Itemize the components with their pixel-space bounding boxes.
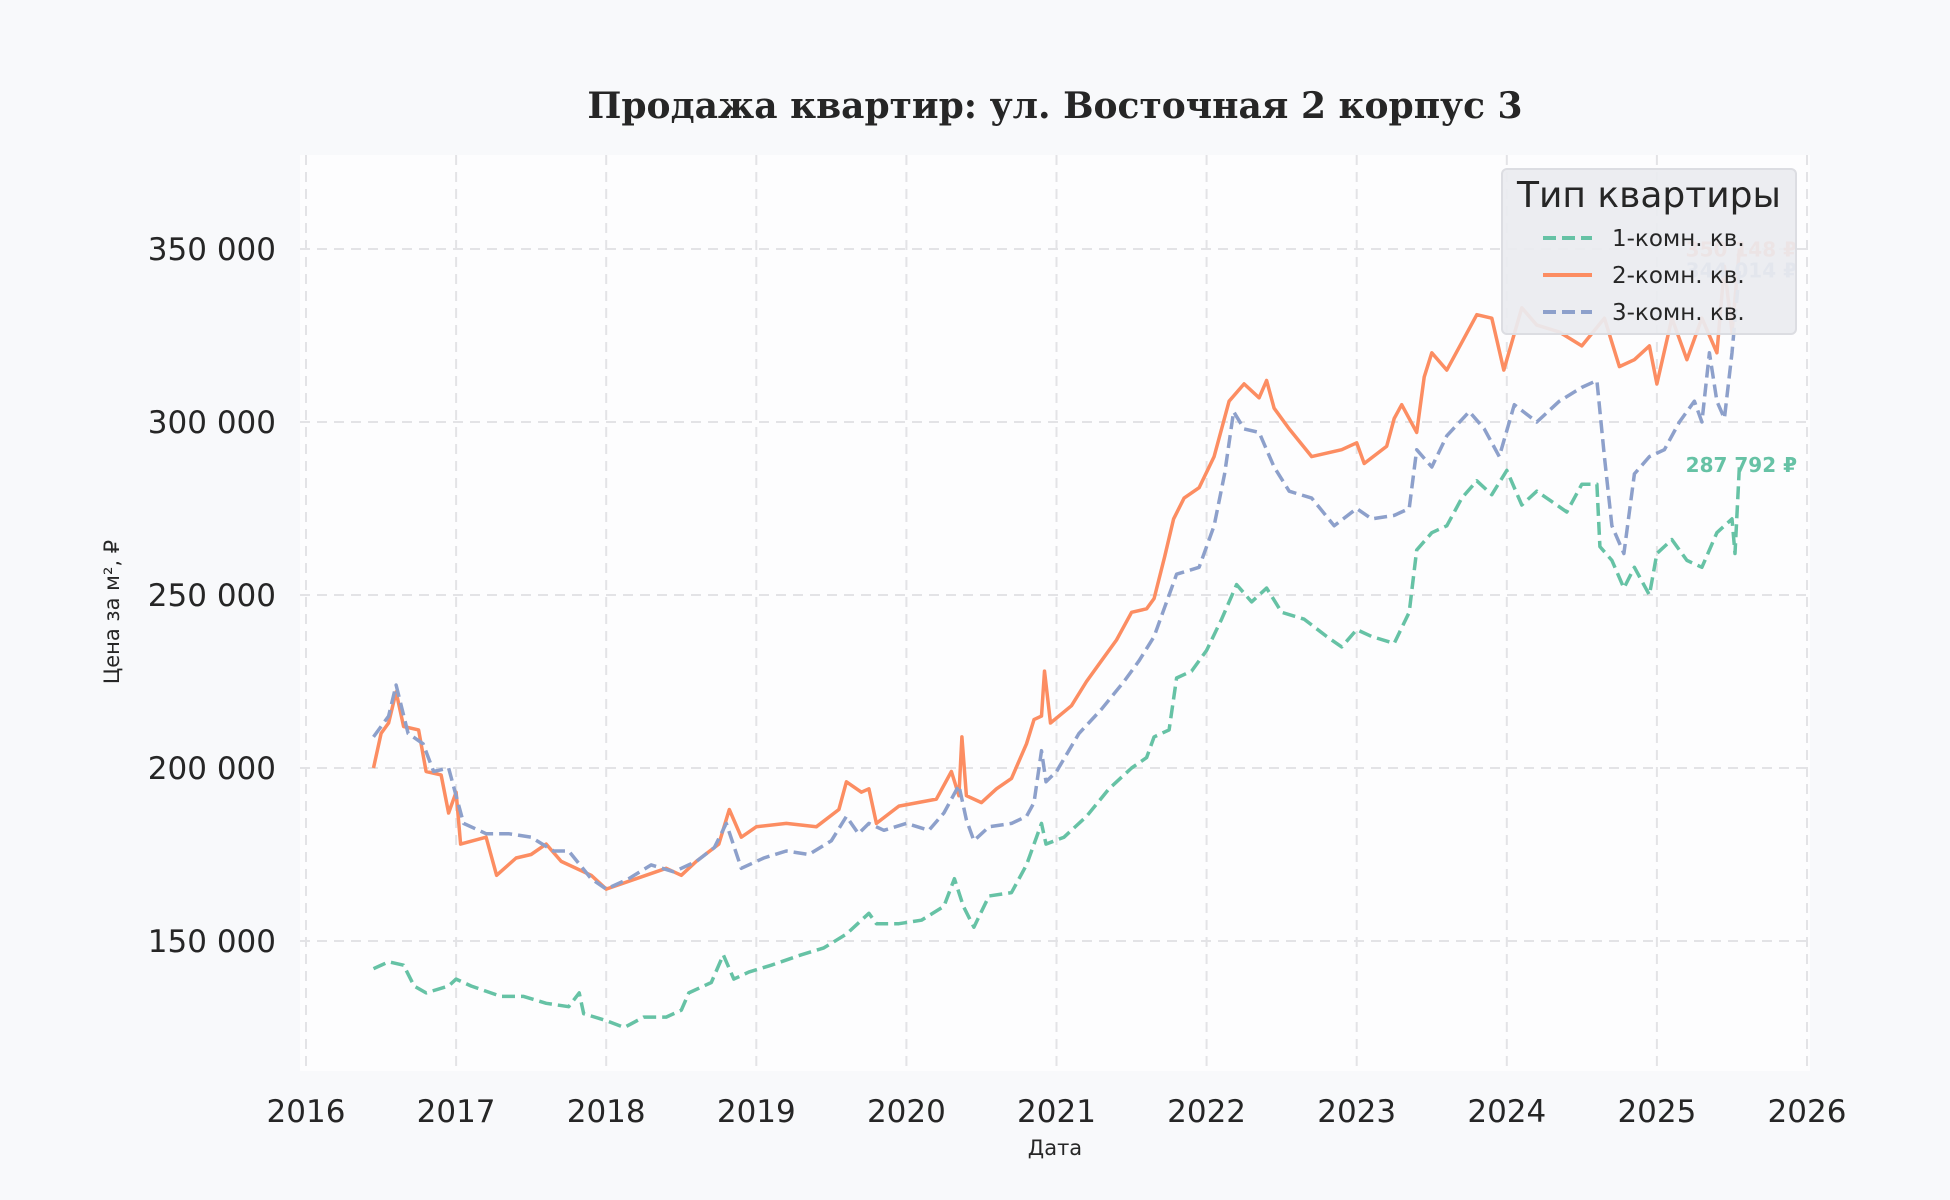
y-tick-label: 200 000 bbox=[148, 751, 276, 787]
x-axis-ticks: 2016 2017 2018 2019 2020 2021 2022 2023 2024 2025… bbox=[267, 1094, 1847, 1130]
legend-title: Тип квартиры bbox=[1516, 175, 1781, 216]
x-tick-label: 2018 bbox=[567, 1094, 646, 1130]
legend-box bbox=[1501, 168, 1797, 335]
x-tick-label: 2019 bbox=[717, 1094, 796, 1130]
y-tick-label: 250 000 bbox=[148, 578, 276, 614]
y-axis-ticks: 150 000 200 000 250 000 300 000 350 000 bbox=[148, 232, 276, 960]
legend-label: 2-комн. кв. bbox=[1612, 263, 1745, 289]
legend-items: 1-комн. кв. 2-комн. кв. 3-комн. кв. bbox=[1543, 226, 1745, 326]
x-tick-label: 2024 bbox=[1467, 1094, 1546, 1130]
y-tick-label: 350 000 bbox=[148, 232, 276, 268]
x-tick-label: 2017 bbox=[417, 1094, 496, 1130]
x-tick-label: 2020 bbox=[867, 1094, 946, 1130]
x-tick-label: 2016 bbox=[267, 1094, 346, 1130]
series-line-3room bbox=[372, 269, 1742, 891]
x-tick-label: 2021 bbox=[1017, 1094, 1096, 1130]
end-value-label: 287 792 ₽ bbox=[1686, 453, 1797, 477]
y-tick-label: 150 000 bbox=[148, 924, 276, 960]
series-line-2room bbox=[371, 248, 1742, 891]
x-tick-label: 2025 bbox=[1617, 1094, 1696, 1130]
chart-title: Продажа квартир: ул. Восточная 2 корпус … bbox=[587, 85, 1522, 127]
series-layer bbox=[371, 248, 1742, 1030]
series-line-1room bbox=[372, 464, 1742, 1030]
legend-label: 3-комн. кв. bbox=[1612, 300, 1745, 326]
legend: Тип квартиры 1-комн. кв. 2-комн. кв. 3-ком… bbox=[1501, 168, 1797, 335]
y-tick-label: 300 000 bbox=[148, 405, 276, 441]
y-axis-label: Цена за м², ₽ bbox=[100, 540, 124, 684]
x-tick-label: 2022 bbox=[1167, 1094, 1246, 1130]
legend-label: 1-комн. кв. bbox=[1612, 226, 1745, 252]
x-tick-label: 2023 bbox=[1317, 1094, 1396, 1130]
x-tick-label: 2026 bbox=[1768, 1094, 1847, 1130]
x-axis-label: Дата bbox=[1028, 1136, 1082, 1160]
